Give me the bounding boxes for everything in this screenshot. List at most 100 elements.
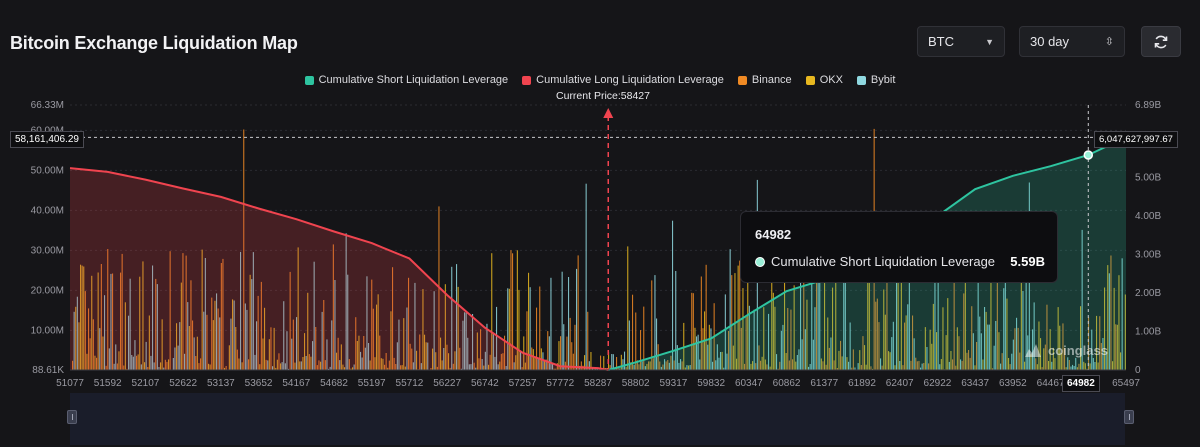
liquidation-bar bbox=[960, 359, 962, 370]
liquidation-bar bbox=[440, 337, 442, 370]
x-tick-label: 61892 bbox=[848, 378, 876, 389]
legend-label: OKX bbox=[819, 74, 843, 86]
y-left-tick-label: 66.33M bbox=[31, 100, 64, 111]
liquidation-bar bbox=[656, 318, 658, 370]
slider-handle-right[interactable] bbox=[1124, 410, 1134, 424]
liquidation-bar bbox=[750, 363, 752, 370]
liquidation-bar bbox=[948, 361, 950, 370]
liquidation-bar bbox=[342, 364, 344, 370]
liquidation-bar bbox=[819, 220, 821, 370]
liquidation-bar bbox=[344, 367, 346, 370]
liquidation-bar bbox=[558, 341, 560, 370]
symbol-select[interactable]: BTC ▼ bbox=[917, 26, 1005, 57]
liquidation-bar bbox=[390, 311, 392, 370]
liquidation-bar bbox=[340, 344, 342, 370]
legend-item[interactable]: Binance bbox=[737, 74, 792, 86]
y-right-tick-label: 5.00B bbox=[1135, 173, 1161, 184]
liquidation-bar bbox=[412, 362, 414, 370]
liquidation-bar bbox=[665, 361, 667, 370]
short-area bbox=[608, 137, 1126, 370]
legend-item[interactable]: Cumulative Long Liquidation Leverage bbox=[522, 74, 724, 86]
liquidation-bar bbox=[299, 361, 301, 370]
liquidation-bar bbox=[273, 327, 275, 370]
liquidation-bar bbox=[547, 331, 549, 370]
liquidation-bar bbox=[868, 253, 870, 370]
liquidation-bar bbox=[408, 277, 410, 370]
liquidation-bar bbox=[1105, 351, 1107, 370]
liquidation-bar bbox=[796, 355, 798, 370]
liquidation-bar bbox=[108, 348, 110, 370]
tooltip-row: Cumulative Short Liquidation Leverage 5.… bbox=[755, 254, 1045, 269]
liquidation-bar bbox=[696, 336, 698, 370]
legend-label: Cumulative Short Liquidation Leverage bbox=[318, 74, 509, 86]
liquidation-bar bbox=[694, 327, 696, 370]
legend-item[interactable]: Bybit bbox=[856, 74, 895, 86]
liquidation-bar bbox=[80, 264, 82, 370]
liquidation-bar bbox=[324, 360, 326, 370]
liquidation-bar bbox=[577, 255, 579, 370]
liquidation-bar bbox=[510, 250, 512, 370]
liquidation-bar bbox=[478, 358, 480, 370]
liquidation-bar bbox=[150, 355, 152, 370]
liquidation-bar bbox=[1089, 363, 1091, 370]
legend-item[interactable]: Cumulative Short Liquidation Leverage bbox=[304, 74, 509, 86]
liquidation-bar bbox=[1011, 353, 1013, 370]
liquidation-bar bbox=[1062, 323, 1064, 370]
liquidation-bar bbox=[334, 280, 336, 370]
crosshair-x-value: 64982 bbox=[1062, 375, 1100, 392]
liquidation-bar bbox=[584, 355, 586, 370]
liquidation-bar bbox=[497, 364, 499, 370]
liquidation-bar bbox=[592, 368, 594, 370]
liquidation-bar bbox=[630, 362, 632, 370]
liquidation-bar bbox=[355, 317, 357, 370]
liquidation-bar bbox=[120, 272, 122, 370]
legend-swatch bbox=[805, 75, 815, 85]
liquidation-bar bbox=[193, 337, 195, 370]
coinglass-watermark: coinglass bbox=[1023, 341, 1108, 359]
range-select[interactable]: 30 day ⇳ bbox=[1019, 26, 1125, 57]
tooltip-title: 64982 bbox=[755, 227, 792, 242]
liquidation-bar bbox=[1070, 366, 1072, 370]
crosshair-point bbox=[1083, 150, 1094, 160]
liquidation-bar bbox=[472, 314, 474, 370]
liquidation-bar bbox=[500, 353, 502, 370]
slider-handle-left[interactable] bbox=[67, 410, 77, 424]
liquidation-bar bbox=[699, 359, 701, 370]
liquidation-bar bbox=[211, 297, 213, 370]
refresh-button[interactable] bbox=[1141, 26, 1181, 57]
liquidation-bar bbox=[561, 271, 563, 370]
liquidation-bar bbox=[188, 326, 190, 370]
liquidation-bar bbox=[1124, 294, 1126, 370]
liquidation-bar bbox=[436, 366, 438, 370]
liquidation-bar bbox=[84, 291, 86, 370]
liquidation-bar bbox=[113, 363, 115, 370]
liquidation-bar bbox=[974, 365, 976, 370]
liquidation-bar bbox=[315, 327, 317, 370]
liquidation-bar bbox=[72, 360, 74, 370]
liquidation-bar bbox=[736, 358, 738, 370]
liquidation-bar bbox=[104, 295, 106, 370]
liquidation-bar bbox=[283, 301, 285, 370]
x-tick-label: 59832 bbox=[697, 378, 725, 389]
liquidation-bar bbox=[852, 349, 854, 370]
liquidation-bar bbox=[571, 342, 573, 370]
liquidation-bar bbox=[902, 365, 904, 370]
liquidation-bar bbox=[1036, 364, 1038, 370]
legend-item[interactable]: OKX bbox=[805, 74, 843, 86]
liquidation-bar bbox=[1022, 291, 1024, 370]
liquidation-bar bbox=[910, 360, 912, 370]
liquidation-bar bbox=[961, 360, 963, 370]
liquidation-bar bbox=[918, 360, 920, 370]
liquidation-bar bbox=[520, 352, 522, 370]
liquidation-bar bbox=[888, 351, 890, 370]
range-slider[interactable] bbox=[70, 393, 1125, 445]
liquidation-bar bbox=[705, 264, 707, 370]
liquidation-bar bbox=[164, 359, 166, 370]
liquidation-bar bbox=[214, 300, 216, 370]
liquidation-bar bbox=[107, 249, 109, 370]
liquidation-bar bbox=[1102, 338, 1104, 370]
liquidation-bar bbox=[499, 361, 501, 370]
liquidation-bar bbox=[160, 362, 162, 370]
liquidation-bar bbox=[1104, 287, 1106, 370]
